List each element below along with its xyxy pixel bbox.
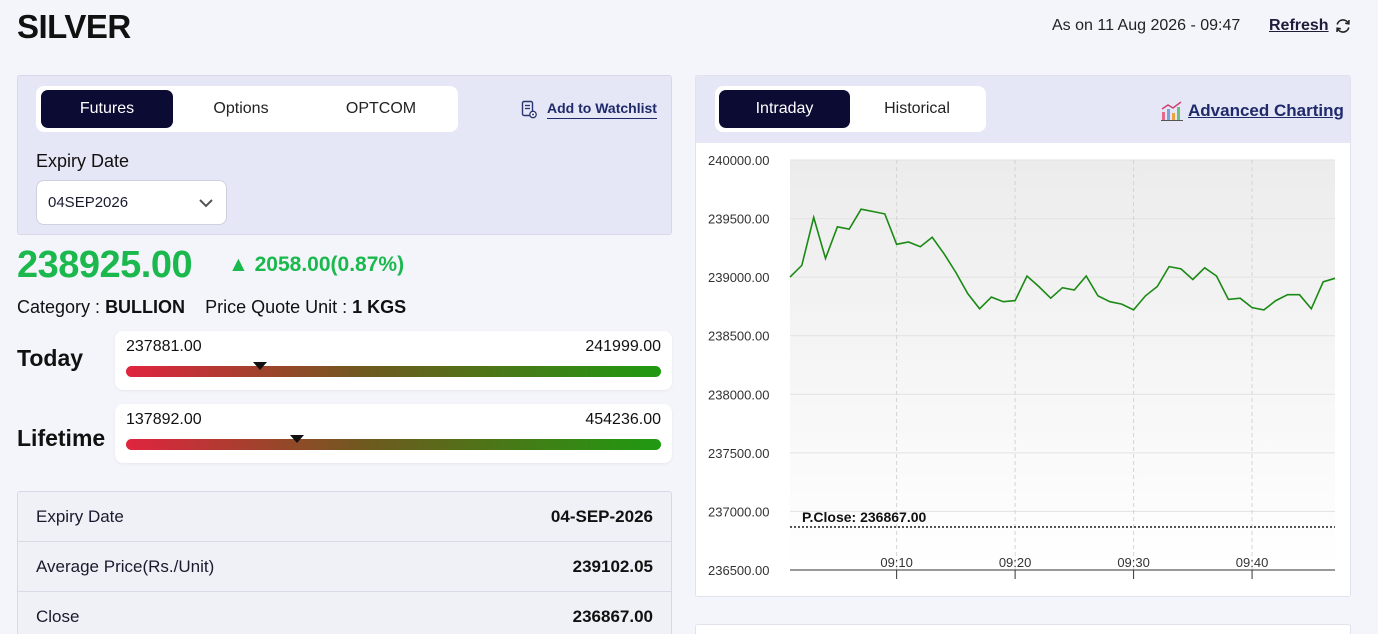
today-range-marker bbox=[252, 362, 267, 370]
y-tick-label: 238000.00 bbox=[708, 387, 769, 402]
refresh-icon[interactable] bbox=[1334, 17, 1352, 35]
tab-futures[interactable]: Futures bbox=[41, 90, 173, 128]
expiry-date-value: 04SEP2026 bbox=[48, 194, 129, 211]
y-tick-label: 240000.00 bbox=[708, 153, 769, 168]
as-of-timestamp: As on 11 Aug 2026 - 09:47 bbox=[1052, 17, 1241, 34]
x-tick-label: 09:40 bbox=[1236, 555, 1269, 570]
today-high: 241999.00 bbox=[585, 338, 661, 355]
table-row: Expiry Date 04-SEP-2026 bbox=[18, 492, 671, 542]
detail-label: Close bbox=[36, 606, 80, 626]
add-to-watchlist-button[interactable]: Add to Watchlist bbox=[521, 100, 657, 119]
tab-historical[interactable]: Historical bbox=[884, 100, 950, 117]
price-quote-unit-value: 1 KGS bbox=[352, 297, 407, 317]
lifetime-range-card: 137892.00 454236.00 bbox=[115, 404, 672, 463]
category-line: Category : BULLION Price Quote Unit : 1 … bbox=[17, 297, 406, 318]
last-price: 238925.00 bbox=[17, 244, 193, 286]
previous-close-label: P.Close: 236867.00 bbox=[802, 509, 926, 525]
price-quote-unit-label: Price Quote Unit : bbox=[205, 297, 348, 317]
plot-area bbox=[790, 160, 1335, 570]
tab-intraday[interactable]: Intraday bbox=[719, 90, 850, 128]
y-tick-label: 239000.00 bbox=[708, 270, 769, 285]
watchlist-icon bbox=[521, 100, 537, 119]
price-series-line bbox=[789, 208, 1336, 311]
add-to-watchlist-label: Add to Watchlist bbox=[547, 100, 657, 119]
chart-icon bbox=[1161, 101, 1183, 121]
chevron-down-icon bbox=[199, 199, 213, 208]
lifetime-range-bar bbox=[126, 439, 661, 450]
lifetime-range-marker bbox=[290, 435, 305, 443]
detail-value: 239102.05 bbox=[572, 556, 653, 576]
intraday-chart[interactable]: 240000.00 239500.00 239000.00 238500.00 2380… bbox=[696, 144, 1350, 596]
today-range-bar bbox=[126, 366, 661, 377]
detail-value: 04-SEP-2026 bbox=[550, 506, 653, 526]
y-tick-label: 237000.00 bbox=[708, 504, 769, 519]
instrument-tab-group: Futures Options OPTCOM bbox=[36, 86, 458, 132]
y-tick-label: 238500.00 bbox=[708, 329, 769, 344]
lifetime-low: 137892.00 bbox=[126, 411, 202, 428]
page-title: SILVER bbox=[17, 8, 131, 45]
refresh-button[interactable]: Refresh bbox=[1269, 17, 1329, 34]
tab-optcom[interactable]: OPTCOM bbox=[345, 100, 417, 117]
advanced-charting-link[interactable]: Advanced Charting bbox=[1160, 100, 1344, 122]
price-change: ▲ 2058.00(0.87%) bbox=[228, 253, 405, 276]
x-tick-label: 09:30 bbox=[1117, 555, 1150, 570]
detail-label: Expiry Date bbox=[36, 506, 124, 526]
instrument-panel: Futures Options OPTCOM Add to Watchlist … bbox=[17, 75, 672, 235]
tab-options[interactable]: Options bbox=[213, 100, 269, 117]
table-row: Close 236867.00 bbox=[18, 592, 671, 634]
category-label: Category : bbox=[17, 297, 101, 317]
chart-panel-header: Intraday Historical Advanced Charting bbox=[696, 76, 1350, 143]
today-range-label: Today bbox=[17, 345, 84, 371]
y-tick-label: 237500.00 bbox=[708, 446, 769, 461]
lower-panel bbox=[695, 624, 1351, 634]
expiry-date-label: Expiry Date bbox=[36, 151, 130, 171]
detail-label: Average Price(Rs./Unit) bbox=[36, 556, 215, 576]
lifetime-high: 454236.00 bbox=[585, 411, 661, 428]
lifetime-range-label: Lifetime bbox=[17, 425, 106, 451]
today-range-card: 237881.00 241999.00 bbox=[115, 331, 672, 390]
detail-value: 236867.00 bbox=[572, 606, 653, 626]
chart-panel: Intraday Historical Advanced Charting 24… bbox=[695, 75, 1351, 597]
x-tick-label: 09:20 bbox=[999, 555, 1032, 570]
y-tick-label: 239500.00 bbox=[708, 212, 769, 227]
x-tick-label: 09:10 bbox=[880, 555, 913, 570]
chart-tab-group: Intraday Historical bbox=[715, 86, 986, 132]
today-low: 237881.00 bbox=[126, 338, 202, 355]
category-value: BULLION bbox=[105, 297, 186, 317]
contract-details-table: Expiry Date 04-SEP-2026 Average Price(Rs… bbox=[17, 491, 672, 634]
expiry-date-select[interactable]: 04SEP2026 bbox=[36, 180, 227, 225]
table-row: Average Price(Rs./Unit) 239102.05 bbox=[18, 542, 671, 592]
advanced-charting-label: Advanced Charting bbox=[1188, 101, 1344, 120]
y-tick-label: 236500.00 bbox=[708, 563, 769, 578]
